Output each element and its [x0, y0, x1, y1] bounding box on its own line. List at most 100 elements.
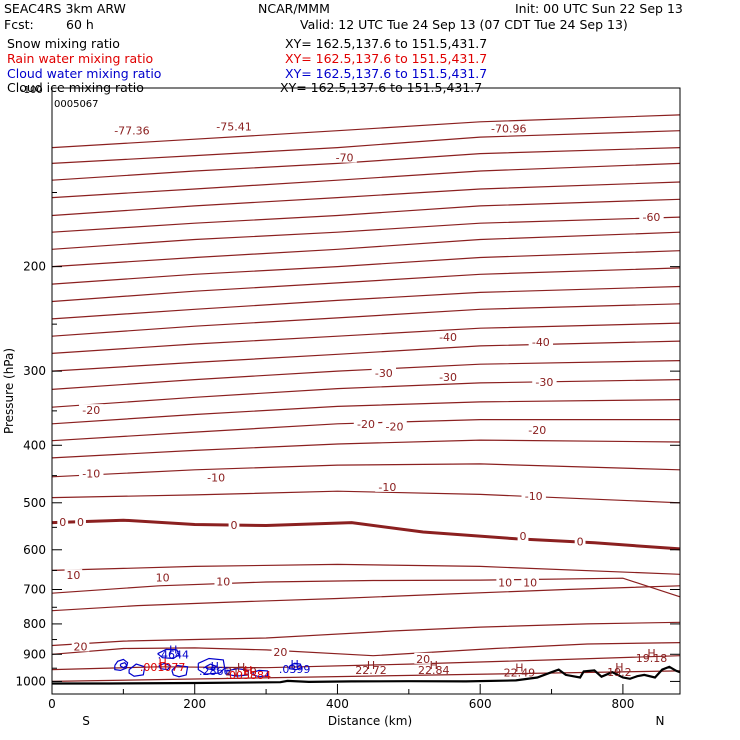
- max-value-3: .0399: [279, 663, 311, 676]
- field-name-cloud-water: Cloud water mixing ratio: [7, 66, 162, 81]
- contour-label-bg-22: [574, 535, 586, 547]
- contour-label-bg-7: [371, 366, 397, 378]
- field-xy-cloud-water: XY= 162.5,137.6 to 151.5,431.7: [285, 66, 488, 81]
- contour-label-24: 10: [156, 571, 170, 584]
- plot-frame: [51, 87, 681, 695]
- contour-label-bg-28: [71, 640, 90, 652]
- contour-label-bg-6: [528, 336, 554, 348]
- temperature-contour-7: [51, 518, 681, 551]
- contour-label-29: 20: [273, 646, 287, 659]
- cloud-water-contour-9: [252, 669, 269, 678]
- temperature-contour-25: [51, 162, 681, 199]
- temperature-contour-4: [51, 585, 681, 612]
- max-marker-3: H: [290, 658, 298, 671]
- contour-label-bg-0: [109, 124, 155, 136]
- contour-label-1: -75.41: [216, 120, 251, 133]
- y-tick-label-2: 400: [23, 438, 46, 452]
- maxima-markers: H.001077H.4644H.2866H.0399H21.59H.005884…: [140, 644, 667, 682]
- temperature-contour-18: [51, 285, 681, 320]
- contour-label-bg-18: [57, 516, 69, 528]
- temperature-contour-1: [51, 655, 681, 671]
- contour-label-21: 0: [520, 530, 527, 543]
- contour-label-bg-30: [414, 652, 432, 664]
- contour-label-15: -10: [207, 471, 225, 484]
- y-tick-label-4: 600: [23, 543, 46, 557]
- temperature-contour-16: [51, 322, 681, 354]
- y-tick-label-6: 800: [23, 617, 46, 631]
- max-marker-0: H: [158, 656, 166, 669]
- max-marker-6: H: [367, 659, 375, 672]
- temperature-contour-2: [51, 642, 681, 657]
- max-value-4: 21.59: [225, 665, 257, 678]
- temperature-contour-6: [51, 563, 681, 575]
- contour-label-bg-14: [79, 467, 104, 479]
- contour-label-bg-11: [353, 417, 379, 429]
- contour-label-11: -20: [357, 418, 375, 431]
- temperature-contour-22: [51, 216, 681, 250]
- field-name-snow: Snow mixing ratio: [7, 36, 120, 51]
- contour-label-bg-29: [271, 645, 290, 657]
- cloud-water-contour-2: [128, 663, 146, 677]
- contour-label-bg-25: [214, 575, 233, 587]
- contour-label-9: -30: [535, 376, 553, 389]
- max-marker-9: H: [615, 661, 623, 674]
- max-value-5: .005884: [226, 669, 272, 682]
- terrain-surface: [52, 665, 681, 685]
- center-title: NCAR/MMM: [258, 1, 330, 16]
- temperature-contour-15: [51, 340, 681, 372]
- temperature-contour-9: [51, 463, 681, 478]
- y-tick-label-5: 700: [23, 583, 46, 597]
- max-marker-5: H: [244, 664, 252, 677]
- temperature-contour-3: [51, 621, 681, 647]
- temperature-contours: [51, 114, 681, 682]
- temperature-contour-14: [51, 360, 681, 390]
- cloud-water-contour-8: [226, 668, 249, 677]
- temperature-contour-26: [51, 147, 681, 181]
- contour-label-bg-17: [521, 489, 546, 501]
- contour-label-bg-8: [435, 371, 461, 383]
- contour-label-5: -40: [439, 331, 457, 344]
- contour-label-25: 10: [216, 576, 230, 589]
- temperature-contour-28: [51, 114, 681, 149]
- contour-label-10: -20: [82, 404, 100, 417]
- temperature-contour-13: [51, 379, 681, 408]
- temperature-contour-23: [51, 198, 681, 233]
- field-xy-snow: XY= 162.5,137.6 to 151.5,431.7: [285, 36, 488, 51]
- contour-label-bg-13: [525, 424, 550, 436]
- contour-label-bg-10: [79, 404, 104, 416]
- temperature-contour-0: [51, 670, 681, 682]
- fcst-label: Fcst:: [4, 17, 34, 32]
- contour-label-6: -40: [532, 336, 550, 349]
- contour-label-26: 10: [498, 576, 512, 589]
- contour-label-bg-21: [517, 530, 529, 542]
- temperature-contour-12: [51, 399, 681, 425]
- max-marker-7: H: [430, 659, 438, 672]
- contour-label-bg-26: [496, 576, 514, 588]
- temperature-contour-20: [51, 250, 681, 285]
- cloud-water-contour-3: [157, 648, 180, 660]
- max-marker-8: H: [515, 662, 523, 675]
- x-tick-label-4: 800: [611, 697, 634, 711]
- temperature-contour-5: [51, 577, 681, 598]
- max-value-2: .2866: [199, 665, 231, 678]
- contour-label-28: 20: [74, 640, 88, 653]
- contour-label-bg-9: [532, 376, 557, 388]
- y-tick-label-1: 300: [23, 364, 46, 378]
- contour-label-14: -10: [82, 467, 100, 480]
- field-xy-rain: XY= 162.5,137.6 to 151.5,431.7: [285, 51, 488, 66]
- y-tick-label-8: 1000: [15, 674, 46, 688]
- contour-label-bg-16: [375, 480, 400, 492]
- field-name-rain: Rain water mixing ratio: [7, 51, 154, 66]
- contour-label-bg-12: [382, 420, 407, 432]
- max-marker-1: H: [169, 644, 177, 657]
- contour-label-12: -20: [386, 421, 404, 434]
- endpoint-left: S: [82, 714, 90, 728]
- x-tick-label-0: 0: [48, 697, 56, 711]
- contour-label-18: 0: [59, 516, 66, 529]
- contour-label-27: 10: [523, 576, 537, 589]
- contour-label-17: -10: [525, 490, 543, 503]
- valid-time: Valid: 12 UTC Tue 24 Sep 13 (07 CDT Tue …: [300, 17, 628, 32]
- max-value-7: 22.84: [418, 664, 450, 677]
- contour-label-22: 0: [577, 535, 584, 548]
